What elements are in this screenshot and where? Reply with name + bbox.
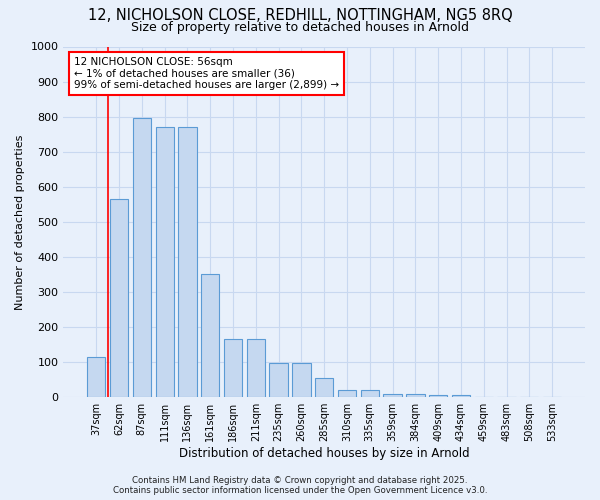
Bar (247, 340, 265, 397)
Y-axis label: Number of detached properties: Number of detached properties (15, 134, 25, 310)
Text: Contains HM Land Registry data © Crown copyright and database right 2025.
Contai: Contains HM Land Registry data © Crown c… (113, 476, 487, 495)
Bar (315, 378, 334, 397)
Bar (269, 363, 288, 397)
Text: Size of property relative to detached houses in Arnold: Size of property relative to detached ho… (131, 21, 469, 34)
Bar (87, 357, 106, 397)
Bar (338, 390, 356, 397)
Bar (110, 199, 128, 397)
Bar (292, 363, 311, 397)
Bar (383, 394, 402, 397)
Bar (133, 118, 151, 397)
Text: 12, NICHOLSON CLOSE, REDHILL, NOTTINGHAM, NG5 8RQ: 12, NICHOLSON CLOSE, REDHILL, NOTTINGHAM… (88, 8, 512, 22)
Text: 12 NICHOLSON CLOSE: 56sqm
← 1% of detached houses are smaller (36)
99% of semi-d: 12 NICHOLSON CLOSE: 56sqm ← 1% of detach… (74, 57, 339, 90)
Bar (201, 274, 220, 397)
Bar (224, 340, 242, 397)
Bar (406, 394, 425, 397)
Bar (155, 127, 174, 397)
Bar (452, 395, 470, 397)
Bar (178, 127, 197, 397)
Bar (429, 395, 448, 397)
Bar (361, 390, 379, 397)
X-axis label: Distribution of detached houses by size in Arnold: Distribution of detached houses by size … (179, 447, 470, 460)
